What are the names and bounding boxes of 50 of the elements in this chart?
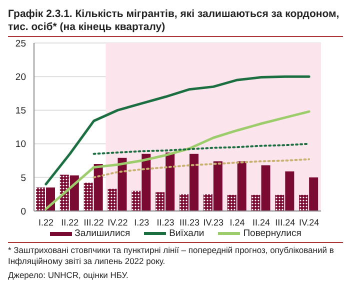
line-series [44, 110, 310, 210]
text: Джерело: UNHCR, оцінки НБУ. [8, 270, 130, 281]
y-tick-label: 5 [20, 172, 26, 184]
bar [275, 194, 284, 211]
y-tick-label: 0 [20, 206, 26, 218]
bar [84, 182, 93, 211]
x-tick-label: III.24 [275, 217, 296, 228]
bar [118, 158, 127, 211]
bar [142, 154, 151, 211]
y-tick-label: 25 [15, 38, 26, 50]
x-tick-label: III.23 [179, 217, 200, 228]
legend-label: Повернулися [242, 228, 302, 239]
line-series [92, 142, 310, 155]
bar [190, 154, 198, 211]
y-tick-label: 15 [15, 106, 26, 117]
bar [227, 194, 236, 211]
bar [180, 194, 188, 211]
bar [132, 190, 141, 211]
x-tick-label: I.22 [38, 217, 54, 228]
bar [213, 161, 222, 211]
bar [299, 194, 308, 211]
x-tick-label: II.22 [61, 217, 79, 228]
x-tick-label: IV.24 [298, 217, 320, 228]
x-tick-label: IV.23 [203, 217, 224, 228]
line-series [44, 75, 310, 186]
legend-label: Залишилися [74, 228, 130, 239]
bar [156, 192, 165, 211]
bar [203, 194, 212, 211]
x-tick-label: I.23 [134, 217, 150, 228]
bar [261, 165, 270, 211]
bar [36, 187, 45, 211]
bar [285, 171, 294, 211]
bar [94, 164, 103, 211]
bar [166, 152, 175, 211]
legend-label: Виїхали [168, 228, 204, 239]
bar [309, 177, 318, 211]
bar [108, 188, 117, 211]
line-series [92, 158, 310, 178]
bar [251, 194, 260, 211]
chart-title: Графік 2.3.1. Кількість мігрантів, які залишаються за кордоном, тис. осіб* (на кінець кварталу) [8, 8, 343, 37]
bar [60, 174, 69, 211]
x-tick-label: II.23 [156, 217, 174, 228]
x-tick-label: I.24 [230, 217, 245, 228]
x-tick-label: III.22 [84, 217, 104, 228]
y-tick-label: 20 [15, 72, 26, 83]
text: * Заштриховані стовпчики та пунктирні лінії – попередній прогноз, опублікований в Інфляційному звіті за липень 2022 року. [8, 245, 335, 267]
x-tick-label: II.24 [252, 217, 270, 228]
bar [237, 161, 246, 211]
y-tick-label: 10 [15, 139, 26, 150]
x-tick-label: IV.22 [108, 217, 128, 228]
